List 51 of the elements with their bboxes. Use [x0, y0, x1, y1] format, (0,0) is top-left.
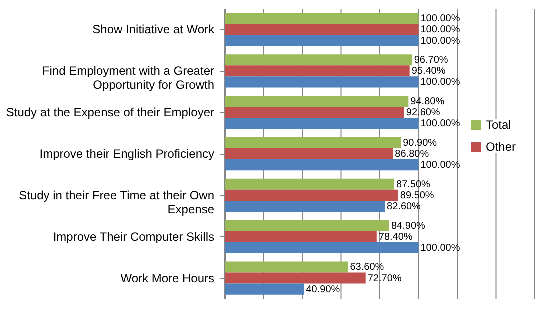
data-label: 72.70%	[368, 273, 402, 284]
data-label: 100.00%	[420, 242, 460, 254]
bar	[225, 160, 419, 171]
data-label: 90.90%	[403, 138, 438, 149]
y-tick-label: Study in their Free Time at their Own Expense	[19, 188, 215, 216]
bar	[225, 96, 409, 108]
data-label: 89.50%	[400, 190, 434, 202]
legend-label: Other	[486, 140, 516, 154]
bar	[225, 118, 419, 130]
y-tick-label: Improve Their Computer Skills	[53, 230, 214, 244]
bar	[225, 66, 410, 77]
y-tick-label: Study at the Expense of their Employer	[6, 106, 214, 120]
y-tick-label: Show Initiative at Work	[92, 22, 216, 37]
data-label: 40.90%	[306, 284, 340, 296]
y-tick-label: Find Employment with a Greater Opportunity for Growth	[42, 64, 214, 92]
data-label: 94.80%	[410, 96, 445, 108]
bar	[225, 76, 419, 88]
bar	[225, 54, 412, 66]
data-label: 100.00%	[420, 14, 460, 25]
bar	[225, 220, 390, 232]
bar	[225, 13, 419, 24]
data-label: 87.50%	[396, 179, 431, 190]
data-label: 96.70%	[414, 55, 448, 66]
data-label: 100.00%	[420, 77, 460, 88]
data-label: 82.60%	[387, 201, 422, 212]
bar	[225, 24, 419, 36]
bar	[225, 178, 395, 190]
data-label: 95.40%	[412, 66, 446, 78]
data-label: 86.80%	[395, 149, 430, 160]
data-label: 100.00%	[420, 24, 460, 36]
bar	[225, 242, 419, 254]
data-label: 92.60%	[406, 108, 440, 119]
bar	[225, 190, 398, 201]
data-label: 100.00%	[420, 118, 460, 130]
data-label: 84.90%	[391, 220, 426, 232]
bar	[225, 272, 366, 284]
bar	[225, 107, 404, 118]
y-tick-label: Improve their English Proficiency	[40, 147, 214, 161]
bar	[225, 231, 377, 242]
y-tick-label: Work More Hours	[120, 271, 214, 286]
bar	[225, 262, 348, 273]
data-label: 78.40%	[378, 232, 413, 243]
bar	[225, 284, 304, 295]
bar	[225, 148, 394, 160]
data-label: 63.60%	[350, 262, 384, 274]
legend-label: Total	[486, 118, 512, 132]
bar	[225, 137, 402, 148]
bar	[225, 200, 386, 212]
data-label: 100.00%	[420, 36, 460, 47]
data-label: 100.00%	[420, 160, 460, 172]
bar	[225, 35, 419, 46]
